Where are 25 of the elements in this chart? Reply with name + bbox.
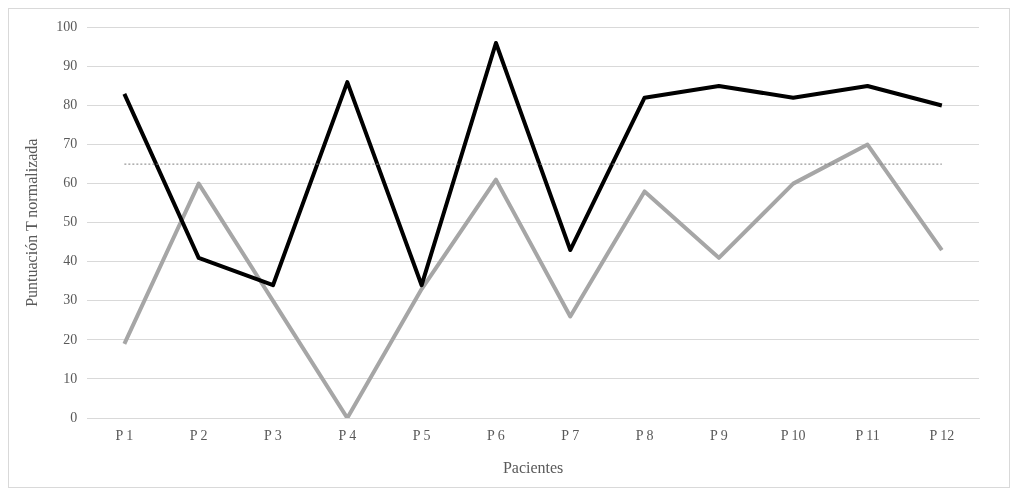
x-axis-title: Pacientes: [502, 458, 564, 476]
y-tick-label: 80: [63, 97, 78, 113]
x-tick-label: P 10: [780, 428, 806, 444]
x-tick-label: P 6: [487, 428, 505, 444]
y-tick-label: 100: [56, 19, 78, 35]
x-tick-label: P 3: [264, 428, 282, 444]
x-tick-label: P 7: [561, 428, 580, 444]
x-tick-label: P 5: [412, 428, 431, 444]
x-tick-label: P 11: [855, 428, 880, 444]
y-tick-label: 90: [63, 58, 78, 74]
y-tick-label: 0: [70, 409, 78, 425]
y-tick-label: 60: [63, 175, 78, 191]
x-tick-label: P 9: [710, 428, 728, 444]
x-tick-label: P 12: [929, 428, 955, 444]
x-tick-label: P 8: [635, 428, 654, 444]
y-tick-label: 50: [63, 214, 78, 230]
x-tick-label: P 2: [189, 428, 208, 444]
y-tick-label: 30: [63, 292, 78, 308]
y-tick-label: 20: [63, 331, 78, 347]
x-tick-label: P 4: [338, 428, 357, 444]
y-tick-label: 70: [63, 136, 78, 152]
y-tick-label: 10: [63, 370, 78, 386]
y-tick-label: 40: [63, 253, 78, 269]
x-tick-label: P 1: [115, 428, 134, 444]
y-axis-title: Puntuación T normalizada: [22, 138, 40, 307]
